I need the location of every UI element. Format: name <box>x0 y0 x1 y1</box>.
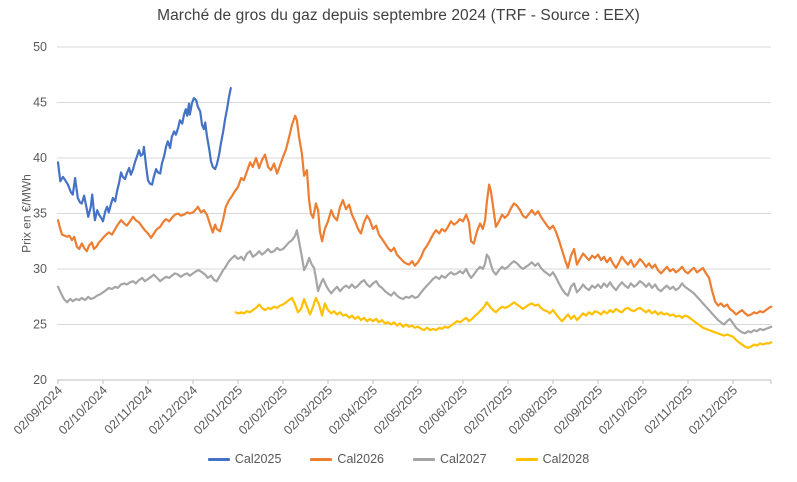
y-tick-label-50: 50 <box>33 40 47 54</box>
y-tick-label-45: 45 <box>33 96 47 110</box>
legend-label-cal2028: Cal2028 <box>542 452 590 466</box>
x-tick-label: 02/10/2024 <box>56 383 110 437</box>
x-tick-label: 02/10/2025 <box>596 383 650 437</box>
series-line-cal2026 <box>56 114 773 317</box>
legend-swatch-cal2028 <box>515 457 538 461</box>
legend-item-cal2027: Cal2027 <box>413 452 487 466</box>
legend-label-cal2025: Cal2025 <box>234 452 282 466</box>
legend-swatch-cal2026 <box>310 457 333 461</box>
legend-label-cal2026: Cal2026 <box>337 452 384 466</box>
legend-swatch-cal2027 <box>413 457 435 461</box>
y-axis-title: Prix en €/MWh <box>19 174 34 253</box>
legend-item-cal2028: Cal2028 <box>515 452 590 466</box>
y-tick-label-25: 25 <box>33 318 47 332</box>
legend-swatch-cal2025 <box>207 457 230 461</box>
chart-title: Marché de gros du gaz depuis septembre 2… <box>157 7 640 24</box>
legend-item-cal2025: Cal2025 <box>207 452 282 466</box>
series-line-cal2028 <box>234 296 773 349</box>
series-line-cal2027 <box>56 229 773 335</box>
legend-item-cal2026: Cal2026 <box>310 452 384 466</box>
y-tick-label-30: 30 <box>33 262 47 276</box>
y-tick-label-40: 40 <box>33 151 47 165</box>
y-tick-label-35: 35 <box>33 207 47 221</box>
legend-label-cal2027: Cal2027 <box>440 452 487 466</box>
x-tick-label: 02/12/2025 <box>686 383 740 437</box>
y-tick-label-20: 20 <box>33 373 47 387</box>
chart-legend: Cal2025 Cal2026 Cal2027 Cal2028 <box>0 452 797 466</box>
series-line-cal2025 <box>56 86 232 223</box>
